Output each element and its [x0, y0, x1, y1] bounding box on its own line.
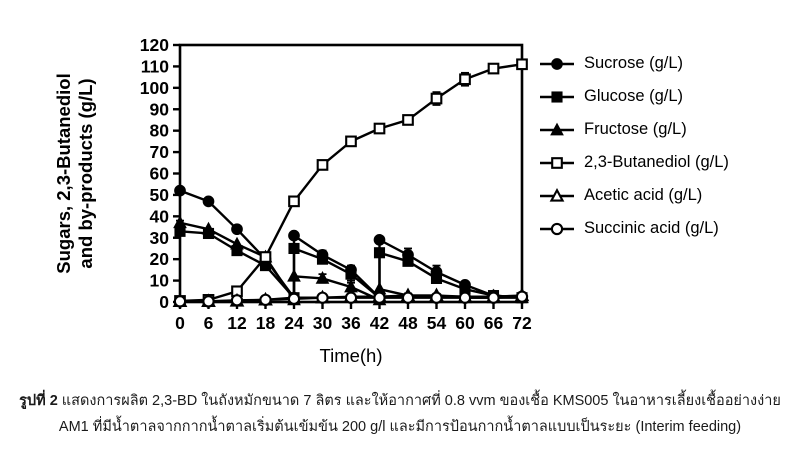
filled-square-marker-icon: [540, 90, 574, 103]
caption-line-1: รูปที่ 2 แสดงการผลิต 2,3-BD ในถังหมักขนา…: [0, 388, 800, 414]
legend-label: Sucrose (g/L): [584, 54, 684, 72]
legend-item-butanediol: 2,3-Butanediol (g/L): [537, 146, 729, 179]
svg-text:and by-products (g/L): and by-products (g/L): [75, 78, 96, 268]
filled-triangle-marker-icon: [540, 122, 574, 135]
svg-text:36: 36: [341, 313, 361, 333]
svg-text:80: 80: [150, 121, 170, 141]
legend-item-sucrose: Sucrose (g/L): [537, 47, 729, 80]
svg-text:54: 54: [427, 313, 447, 333]
svg-text:48: 48: [398, 313, 418, 333]
svg-text:72: 72: [512, 313, 532, 333]
legend-item-acetic-acid: Acetic acid (g/L): [537, 179, 729, 212]
svg-text:60: 60: [455, 313, 475, 333]
caption-text-1: แสดงการผลิต 2,3-BD ในถังหมักขนาด 7 ลิตร …: [57, 393, 781, 409]
svg-text:20: 20: [150, 249, 170, 269]
x-axis: 0 6 12 18 24 30 36 42 48 54 60 66 72: [175, 302, 532, 333]
y-axis-title: Sugars, 2,3-Butanediol and by-products (g…: [53, 73, 96, 273]
svg-text:60: 60: [150, 164, 170, 184]
caption-figure-label: รูปที่ 2: [19, 393, 58, 409]
svg-text:24: 24: [284, 313, 304, 333]
svg-text:30: 30: [150, 228, 170, 248]
svg-text:0: 0: [175, 313, 185, 333]
svg-text:10: 10: [150, 271, 170, 291]
open-square-marker-icon: [540, 156, 574, 169]
legend-item-succinic-acid: Succinic acid (g/L): [537, 212, 729, 245]
chart-legend: Sucrose (g/L) Glucose (g/L) Fructose (g/…: [537, 47, 729, 245]
caption-text-2: AM1 ที่มีน้ำตาลจากกากน้ำตาลเริ่มต้นเข้มข…: [58, 419, 742, 435]
svg-text:70: 70: [150, 142, 170, 162]
legend-label: 2,3-Butanediol (g/L): [584, 153, 729, 171]
legend-label: Acetic acid (g/L): [584, 186, 703, 204]
open-triangle-marker-icon: [540, 187, 574, 202]
svg-text:18: 18: [256, 313, 276, 333]
svg-text:100: 100: [140, 78, 169, 98]
open-circle-marker-icon: [540, 222, 574, 235]
legend-item-fructose: Fructose (g/L): [537, 113, 729, 146]
svg-text:Sugars, 2,3-Butanediol: Sugars, 2,3-Butanediol: [53, 73, 74, 273]
svg-text:120: 120: [140, 35, 169, 55]
svg-text:0: 0: [159, 292, 169, 312]
svg-text:66: 66: [484, 313, 504, 333]
caption-line-2: AM1 ที่มีน้ำตาลจากกากน้ำตาลเริ่มต้นเข้มข…: [0, 414, 800, 440]
filled-circle-marker-icon: [540, 57, 574, 70]
x-axis-title: Time(h): [319, 345, 382, 366]
svg-text:30: 30: [313, 313, 333, 333]
legend-item-glucose: Glucose (g/L): [537, 80, 729, 113]
svg-text:42: 42: [370, 313, 390, 333]
legend-label: Fructose (g/L): [584, 120, 687, 138]
legend-label: Succinic acid (g/L): [584, 219, 719, 237]
svg-text:50: 50: [150, 185, 170, 205]
svg-text:12: 12: [227, 313, 247, 333]
series-succinic-acid-g-l: [173, 290, 529, 308]
figure-caption: รูปที่ 2 แสดงการผลิต 2,3-BD ในถังหมักขนา…: [0, 388, 800, 440]
legend-label: Glucose (g/L): [584, 87, 684, 105]
svg-text:6: 6: [204, 313, 214, 333]
svg-text:40: 40: [150, 206, 170, 226]
svg-text:90: 90: [150, 99, 170, 119]
svg-text:110: 110: [141, 56, 169, 76]
